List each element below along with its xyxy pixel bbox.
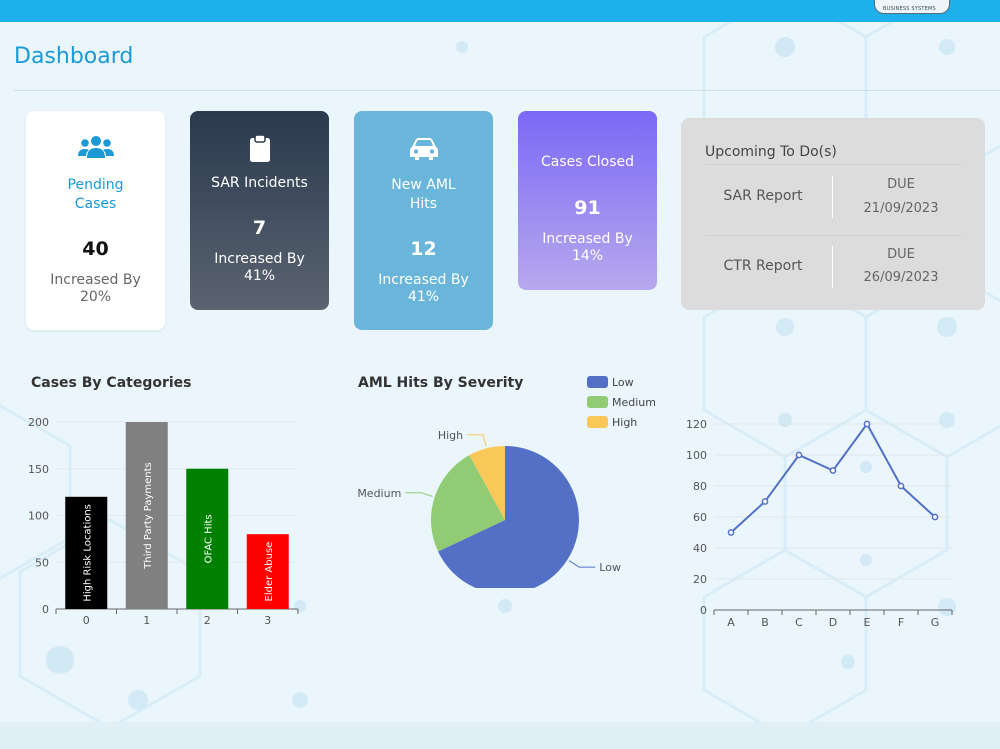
clipboard-icon bbox=[190, 135, 329, 163]
line-chart-point[interactable] bbox=[761, 498, 769, 505]
pending-cases-increase: Increased By 20% bbox=[50, 272, 141, 305]
bar-chart-y-tick: 0 bbox=[42, 603, 49, 616]
pie-legend-swatch[interactable] bbox=[587, 396, 608, 408]
footer-bar bbox=[0, 722, 1000, 749]
bar-chart-bar-label: Elder Abuse bbox=[264, 542, 275, 602]
pie-chart-title: AML Hits By Severity bbox=[358, 375, 524, 391]
line-chart-y-tick: 60 bbox=[693, 511, 707, 524]
bar-chart-y-tick: 50 bbox=[35, 556, 49, 569]
sar-incidents-increase: Increased By 41% bbox=[214, 251, 305, 284]
top-bar: BUSINESS SYSTEMS bbox=[0, 0, 1000, 22]
todo-item-date: 21/09/2023 bbox=[863, 201, 939, 216]
todo-column-divider bbox=[832, 176, 833, 218]
line-chart-x-tick: D bbox=[829, 616, 837, 629]
sar-incidents-label: SAR Incidents bbox=[211, 175, 308, 191]
pending-cases-card[interactable]: Pending Cases 40 Increased By 20% bbox=[26, 111, 165, 330]
sar-incidents-value: 7 bbox=[252, 217, 267, 239]
bar-chart-x-tick: 0 bbox=[83, 614, 90, 627]
bar-chart-bar-label: Third Party Payments bbox=[143, 462, 154, 570]
bar-chart-x-tick: 3 bbox=[264, 614, 271, 627]
todo-column-divider bbox=[832, 246, 833, 288]
bar-chart-y-tick: 200 bbox=[28, 416, 49, 429]
todo-divider bbox=[705, 164, 961, 165]
cases-closed-card[interactable]: Cases Closed 91 Increased By 14% bbox=[518, 111, 657, 290]
cases-by-categories-chart: 0 50 100 150 200 High Risk Locations 0 Third Pa… bbox=[28, 416, 299, 627]
new-aml-hits-increase: Increased By 41% bbox=[378, 272, 469, 305]
bar-chart-bar-label: OFAC Hits bbox=[203, 514, 214, 563]
company-logo[interactable]: BUSINESS SYSTEMS bbox=[874, 0, 950, 14]
line-chart-x-tick: B bbox=[761, 616, 769, 629]
bar-chart-y-tick: 150 bbox=[28, 463, 49, 476]
pie-slice-label: Low bbox=[599, 561, 621, 574]
line-chart-y-tick: 100 bbox=[686, 449, 707, 462]
line-chart-point[interactable] bbox=[863, 420, 871, 428]
todo-title: Upcoming To Do(s) bbox=[705, 144, 837, 160]
cases-closed-label: Cases Closed bbox=[540, 154, 635, 170]
new-aml-hits-label: New AML Hits bbox=[391, 177, 456, 212]
cases-closed-increase: Increased By 14% bbox=[542, 231, 633, 264]
line-chart-y-tick: 80 bbox=[693, 480, 707, 493]
line-chart-x-tick: C bbox=[795, 616, 803, 629]
line-chart-x-tick: A bbox=[727, 616, 735, 629]
pie-legend-label: Low bbox=[612, 376, 634, 389]
bar-chart-bar[interactable] bbox=[246, 534, 289, 609]
line-chart-y-tick: 20 bbox=[693, 573, 707, 586]
line-chart-x-tick: F bbox=[898, 616, 904, 629]
bar-chart-bar-label: High Risk Locations bbox=[82, 504, 93, 602]
todo-item-status: DUE bbox=[887, 247, 915, 262]
pie-label-line bbox=[467, 434, 487, 447]
pie-label-line bbox=[568, 560, 596, 568]
bar-chart-bar[interactable] bbox=[186, 468, 229, 609]
aml-hits-by-severity-chart: Low Medium High Low Medium High bbox=[357, 376, 656, 588]
line-chart-series bbox=[730, 422, 936, 534]
pie-slice-label: High bbox=[438, 429, 463, 442]
line-chart-x-tick: E bbox=[864, 616, 871, 629]
bar-chart-y-tick: 100 bbox=[28, 510, 49, 523]
bar-chart-bar[interactable] bbox=[125, 422, 168, 609]
pie-legend-label: High bbox=[612, 416, 637, 429]
line-chart-point[interactable] bbox=[931, 513, 939, 521]
bar-chart-x-tick: 1 bbox=[143, 614, 150, 627]
pie-label-line bbox=[405, 492, 433, 497]
users-icon bbox=[26, 135, 165, 161]
pie-slice-label: Medium bbox=[357, 487, 401, 500]
pie-legend-swatch[interactable] bbox=[587, 376, 608, 388]
line-chart-point[interactable] bbox=[829, 467, 837, 474]
title-divider bbox=[14, 90, 1000, 91]
line-chart: 0 20 40 60 80 100 120 A B C D E F G bbox=[686, 418, 953, 629]
pending-cases-value: 40 bbox=[82, 238, 109, 260]
pie-slice[interactable] bbox=[430, 455, 505, 552]
line-chart-point[interactable] bbox=[795, 451, 803, 459]
todo-divider bbox=[705, 235, 961, 236]
line-chart-y-tick: 0 bbox=[700, 604, 707, 617]
pie-legend-label: Medium bbox=[612, 396, 656, 409]
todo-item-name[interactable]: SAR Report bbox=[723, 188, 803, 204]
bar-chart-title: Cases By Categories bbox=[31, 375, 192, 391]
page-title: Dashboard bbox=[14, 44, 134, 69]
line-chart-point[interactable] bbox=[727, 529, 735, 536]
cases-closed-value: 91 bbox=[574, 197, 601, 219]
line-chart-point[interactable] bbox=[897, 482, 905, 490]
bar-chart-x-tick: 2 bbox=[204, 614, 211, 627]
new-aml-hits-card[interactable]: New AML Hits 12 Increased By 41% bbox=[354, 111, 493, 330]
bar-chart-bar[interactable] bbox=[65, 496, 108, 609]
new-aml-hits-value: 12 bbox=[410, 238, 437, 260]
line-chart-y-tick: 40 bbox=[693, 542, 707, 555]
sar-incidents-card[interactable]: SAR Incidents 7 Increased By 41% bbox=[190, 111, 329, 310]
car-icon bbox=[354, 137, 493, 161]
todo-item-status: DUE bbox=[887, 177, 915, 192]
logo-subtext: BUSINESS SYSTEMS bbox=[883, 6, 936, 12]
todo-item-date: 26/09/2023 bbox=[863, 270, 939, 285]
pie-legend-swatch[interactable] bbox=[587, 416, 608, 428]
pie-slice[interactable] bbox=[438, 446, 579, 588]
line-chart-x-tick: G bbox=[931, 616, 940, 629]
todo-item-name[interactable]: CTR Report bbox=[723, 258, 803, 274]
pie-slice[interactable] bbox=[469, 446, 505, 520]
pending-cases-label: Pending Cases bbox=[67, 177, 124, 212]
upcoming-todo-panel: Upcoming To Do(s) SAR Report DUE 21/09/2… bbox=[681, 118, 985, 310]
line-chart-y-tick: 120 bbox=[686, 418, 707, 431]
